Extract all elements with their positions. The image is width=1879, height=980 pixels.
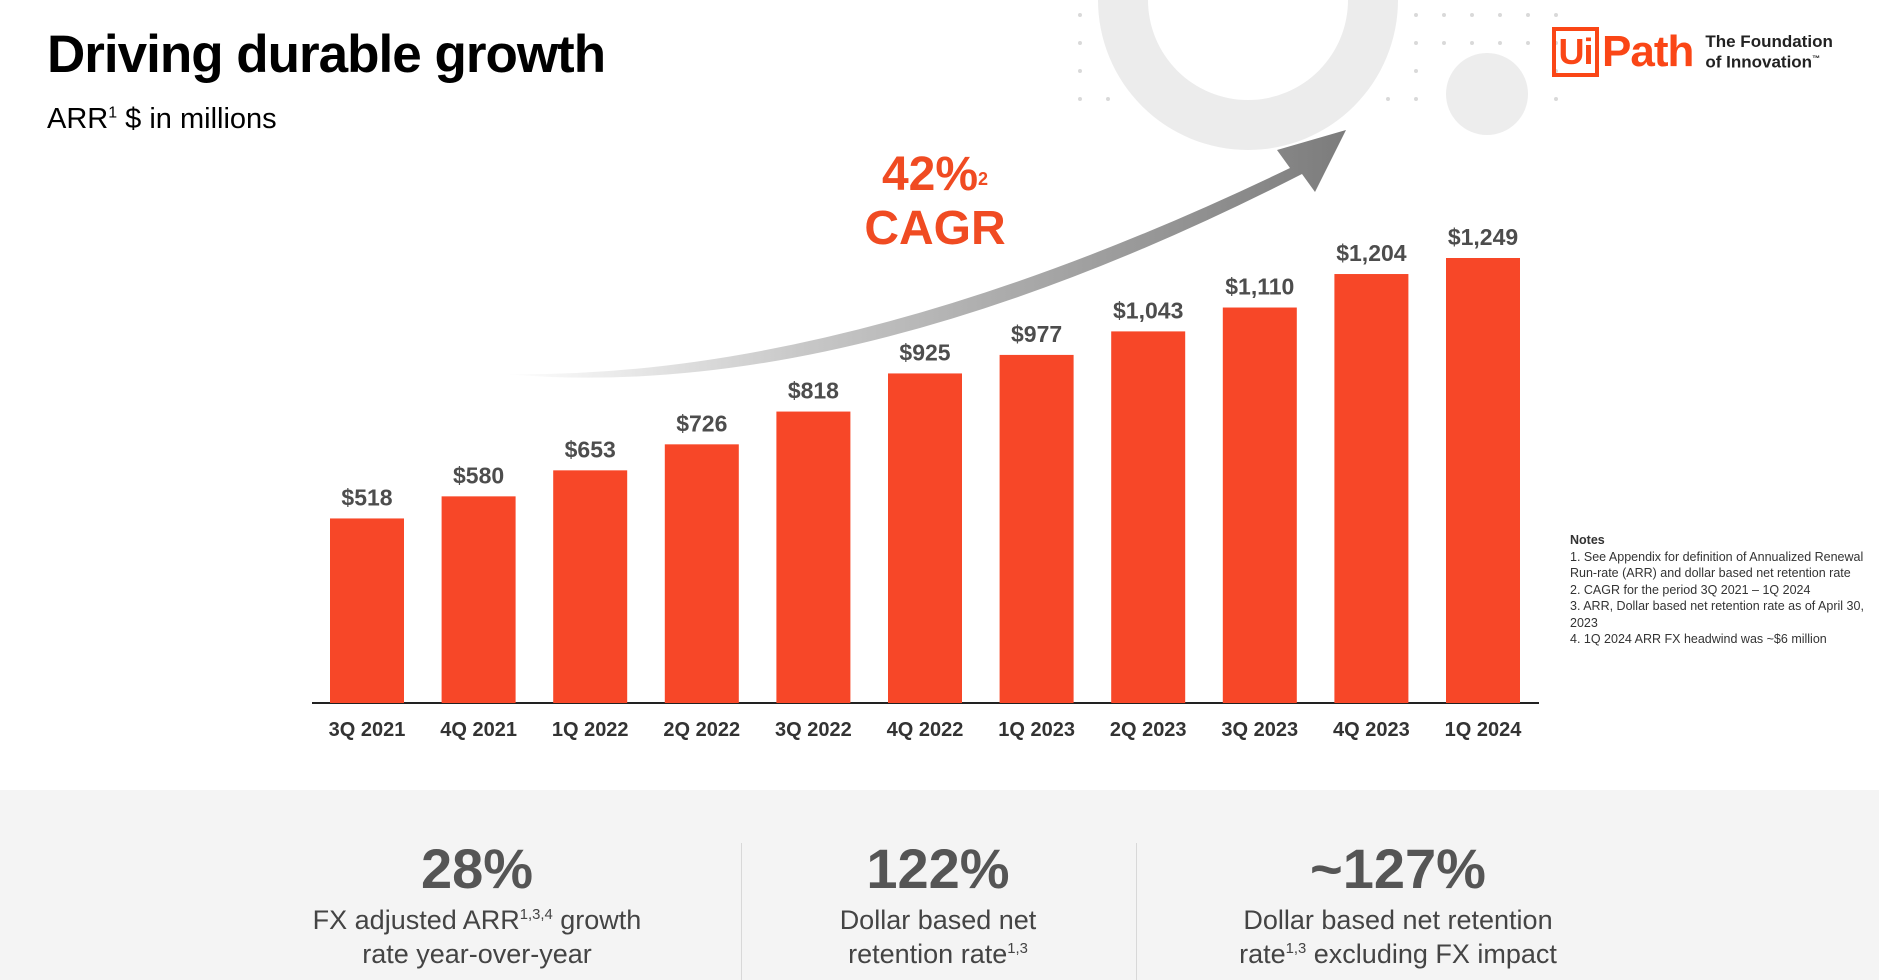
- notes-title: Notes: [1570, 533, 1605, 547]
- decoration-dot: [1078, 97, 1082, 101]
- decoration-dot: [1526, 41, 1530, 45]
- bar-4q-2021: [441, 496, 516, 703]
- category-label: 2Q 2022: [663, 719, 740, 741]
- stats-divider: [1136, 843, 1137, 980]
- decoration-dot: [1386, 97, 1390, 101]
- bar-value-label: $653: [565, 436, 616, 462]
- stats-band: [0, 790, 1879, 980]
- bar-4q-2023: [1334, 274, 1409, 703]
- bar-value-label: $1,249: [1448, 224, 1518, 250]
- bar-value-label: $580: [453, 462, 504, 488]
- note-item: 3. ARR, Dollar based net retention rate …: [1570, 599, 1864, 630]
- decoration-dot: [1078, 69, 1082, 73]
- bar-value-label: $818: [788, 378, 839, 404]
- bar-value-label: $726: [676, 410, 727, 436]
- category-label: 4Q 2021: [440, 719, 517, 741]
- category-label: 1Q 2023: [998, 719, 1075, 741]
- logo-tagline: The Foundation of Innovation™: [1705, 32, 1833, 72]
- decoration-dot: [1414, 41, 1418, 45]
- bar-3q-2021: [330, 518, 404, 703]
- bar-3q-2022: [776, 411, 851, 703]
- logo-mark: Ui Path: [1552, 27, 1694, 77]
- decoration-dot: [1498, 13, 1502, 17]
- stat-net-retention: 122% Dollar based net retention rate1,3: [788, 838, 1088, 971]
- stat-value: 28%: [420, 837, 534, 900]
- stat-value: ~127%: [1310, 837, 1486, 900]
- bar-2q-2023: [1111, 331, 1186, 703]
- notes-panel: Notes 1. See Appendix for definition of …: [1570, 532, 1870, 648]
- decoration-dot: [1554, 97, 1558, 101]
- stat-net-retention-ex-fx: ~127% Dollar based net retention rate1,3…: [1188, 838, 1608, 971]
- decoration-dot: [1442, 41, 1446, 45]
- page-title: Driving durable growth: [47, 25, 606, 84]
- circle-decoration: [1446, 53, 1528, 135]
- stat-fx-adjusted-growth: 28% FX adjusted ARR1,3,4 growth rate yea…: [277, 838, 677, 971]
- arr-bar-chart: $518 3Q 2021 $580 4Q 2021 $653 1Q 2022 $726 2Q …: [312, 224, 1539, 741]
- stat-value: 122%: [866, 837, 1010, 900]
- note-item: 2. CAGR for the period 3Q 2021 – 1Q 2024: [1570, 582, 1811, 597]
- stats-divider: [741, 843, 742, 980]
- bar-2q-2022: [664, 444, 739, 703]
- category-label: 4Q 2022: [887, 719, 964, 741]
- logo-word: Path: [1602, 27, 1694, 76]
- stat-description: Dollar based net retention rate1,3 exclu…: [1239, 905, 1557, 969]
- decoration-dot: [1470, 13, 1474, 17]
- logo-box: Ui: [1552, 27, 1599, 77]
- cagr-label: CAGR: [864, 202, 1006, 255]
- decoration-dot: [1414, 13, 1418, 17]
- decoration-dot: [1442, 13, 1446, 17]
- uipath-logo: Ui Path The Foundation of Innovation™: [1552, 27, 1833, 77]
- category-label: 4Q 2023: [1333, 719, 1410, 741]
- bar-4q-2022: [888, 373, 962, 703]
- stat-description: Dollar based net retention rate1,3: [839, 905, 1037, 969]
- page-subtitle: ARR1 $ in millions: [47, 103, 277, 135]
- decoration-dot: [1414, 97, 1418, 101]
- bar-1q-2023: [999, 354, 1074, 703]
- stat-description: FX adjusted ARR1,3,4 growth rate year-ov…: [312, 905, 642, 969]
- decoration-dot: [1470, 41, 1474, 45]
- decoration-dot: [1526, 13, 1530, 17]
- bar-1q-2022: [553, 470, 628, 703]
- ring-decoration: [1098, 0, 1398, 150]
- decoration-dot: [1078, 13, 1082, 17]
- bar-value-label: $1,043: [1113, 297, 1183, 323]
- category-label: 3Q 2021: [329, 719, 406, 741]
- category-label: 2Q 2023: [1110, 719, 1187, 741]
- bar-value-label: $518: [341, 484, 392, 510]
- bar-3q-2023: [1222, 307, 1297, 703]
- cagr-callout: 42%2 CAGR: [840, 148, 1030, 256]
- category-label: 1Q 2024: [1445, 719, 1523, 741]
- bar-value-label: $977: [1011, 321, 1062, 347]
- note-item: 1. See Appendix for definition of Annual…: [1570, 549, 1864, 581]
- decoration-dot: [1498, 41, 1502, 45]
- note-item: 4. 1Q 2024 ARR FX headwind was ~$6 milli…: [1570, 632, 1827, 646]
- decoration-dot: [1106, 97, 1110, 101]
- cagr-value: 42%2: [881, 148, 989, 201]
- category-label: 3Q 2022: [775, 719, 852, 741]
- bar-value-label: $1,204: [1336, 240, 1407, 266]
- decoration-dot: [1414, 69, 1418, 73]
- category-label: 3Q 2023: [1221, 719, 1298, 741]
- bar-value-label: $1,110: [1225, 274, 1294, 300]
- decoration-dot: [1554, 13, 1558, 17]
- decoration-dot: [1078, 41, 1082, 45]
- bar-1q-2024: [1446, 258, 1520, 703]
- bar-value-label: $925: [899, 339, 950, 365]
- category-label: 1Q 2022: [552, 719, 629, 741]
